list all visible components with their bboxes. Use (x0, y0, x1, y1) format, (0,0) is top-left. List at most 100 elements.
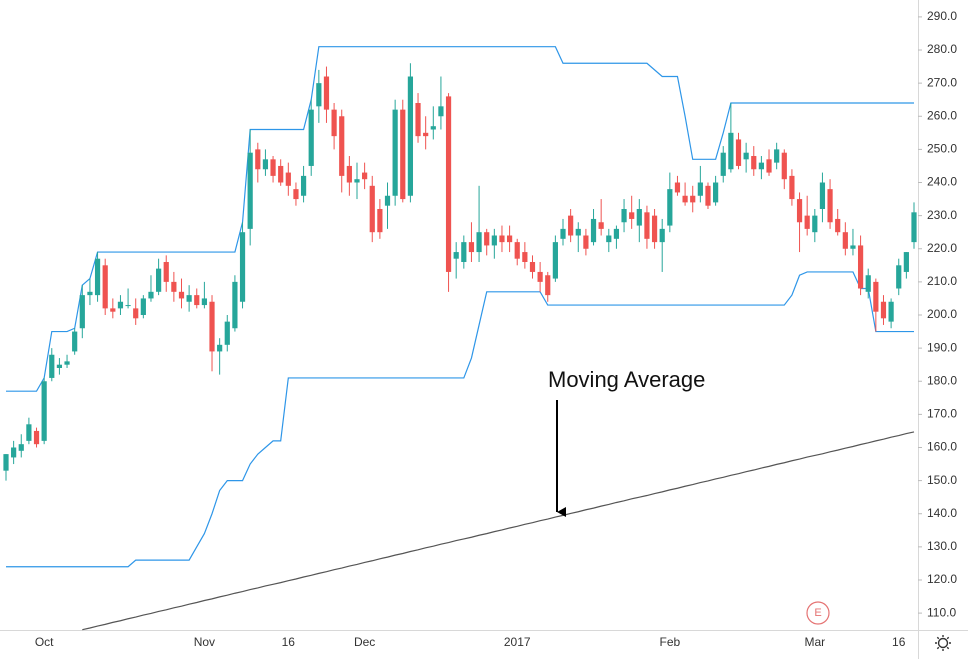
candle-body (430, 126, 436, 130)
candle-body (87, 291, 93, 296)
candle-body (857, 245, 864, 289)
candle-body (445, 96, 452, 272)
candle-body (239, 232, 246, 302)
candle-body (735, 139, 742, 166)
candle-body (781, 152, 787, 180)
y-tick-label: 170.0 (927, 407, 957, 421)
candle-body (896, 265, 902, 289)
candle-body (110, 308, 116, 312)
y-tick-label: 270.0 (927, 75, 957, 89)
y-tick-label: 250.0 (927, 142, 957, 156)
candle-body (758, 162, 764, 170)
candle-body (79, 295, 85, 329)
candle-body (377, 209, 383, 233)
candle-body (33, 430, 40, 445)
candle-body (476, 232, 482, 253)
candle-body (278, 165, 284, 183)
candle-body (728, 132, 734, 170)
candle-body (3, 454, 9, 471)
candle-body (354, 179, 360, 183)
candle-body (812, 215, 818, 233)
candle-body (751, 156, 757, 170)
candle-body (148, 291, 154, 299)
x-tick-label: Mar (804, 635, 825, 649)
candle-body (506, 235, 513, 243)
candle-body (644, 212, 650, 239)
candle-body (659, 228, 665, 243)
candle-body (682, 195, 688, 203)
x-tick-label: Dec (354, 635, 375, 649)
candle-body (842, 232, 848, 249)
candle-body (102, 265, 108, 309)
candle-body (903, 252, 909, 272)
candle-body (362, 172, 368, 180)
y-tick-label: 230.0 (927, 208, 957, 222)
y-tick-label: 160.0 (927, 440, 957, 454)
candle-body (178, 291, 185, 299)
y-tick-label: 210.0 (927, 274, 957, 288)
candle-body (613, 228, 620, 239)
candle-body (26, 424, 32, 441)
candle-body (346, 165, 352, 183)
candle-body (743, 152, 749, 160)
candle-body (636, 209, 642, 226)
candle-body (667, 189, 673, 226)
candle-body (789, 175, 795, 200)
candle-body (560, 228, 566, 239)
candle-body (819, 182, 826, 210)
candle-body (369, 185, 375, 233)
candle-body (873, 281, 879, 312)
candle-body (415, 103, 421, 137)
candle-body (598, 222, 604, 229)
candle-body (293, 189, 299, 200)
candle-body (209, 301, 215, 352)
candle-body (11, 447, 17, 458)
candle-body (796, 199, 803, 223)
candle-body (316, 83, 322, 107)
candle-body (766, 159, 772, 173)
candle-body (262, 159, 269, 170)
earnings-letter[interactable]: E (814, 607, 821, 619)
candle-body (201, 298, 207, 306)
candle-body (453, 252, 459, 259)
candle-body (392, 109, 398, 196)
candle-body (484, 232, 490, 246)
candle-body (125, 305, 131, 307)
candle-body (804, 215, 810, 229)
candle-body (529, 262, 536, 272)
candle-body (697, 182, 703, 196)
y-tick-label: 220.0 (927, 241, 957, 255)
settings-icon[interactable] (935, 635, 951, 651)
y-tick-label: 150.0 (927, 473, 957, 487)
indicator-line (82, 431, 915, 631)
candle-body (590, 218, 597, 243)
candle-body (713, 182, 719, 203)
x-tick-label: Feb (659, 635, 680, 649)
plot-area (3, 46, 917, 631)
candle-body (194, 295, 200, 306)
y-tick-label: 140.0 (927, 506, 957, 520)
candle-body (331, 109, 337, 137)
candle-body (186, 295, 192, 302)
candle-body (400, 109, 406, 200)
candle-body (522, 252, 528, 263)
y-tick-label: 180.0 (927, 373, 957, 387)
earnings-badge[interactable] (806, 601, 830, 625)
candle-body (72, 331, 78, 352)
y-tick-label: 110.0 (927, 605, 956, 619)
y-tick-label: 290.0 (927, 9, 957, 23)
candle-body (705, 185, 711, 206)
x-tick-label: 16 (892, 635, 906, 649)
candle-body (827, 189, 833, 223)
candle-body (224, 321, 230, 345)
y-tick-label: 190.0 (927, 340, 957, 354)
y-tick-label: 240.0 (927, 175, 957, 189)
candle-body (384, 195, 391, 206)
candle-body (850, 245, 856, 249)
candle-body (247, 152, 253, 229)
candle-body (690, 195, 696, 203)
candle-body (217, 344, 223, 352)
candle-body (438, 106, 444, 117)
